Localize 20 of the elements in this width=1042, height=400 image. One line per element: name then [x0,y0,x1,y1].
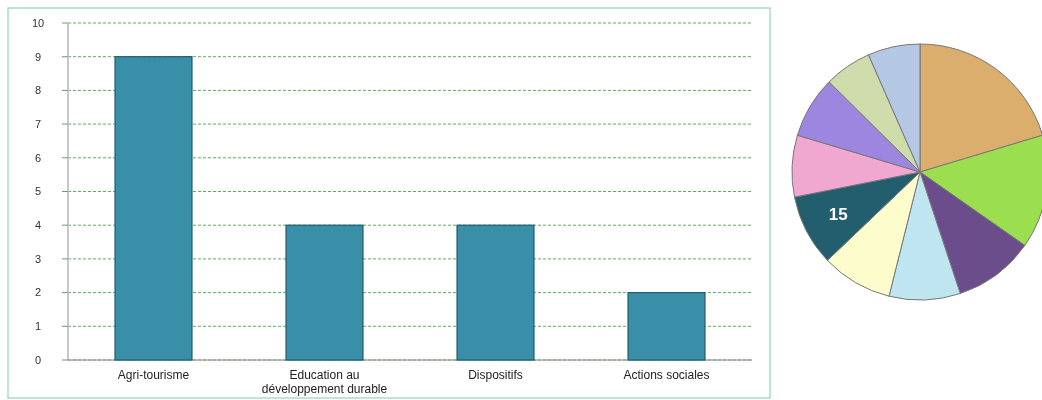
y-tick-label: 10 [31,16,45,29]
y-tick-label: 5 [34,185,42,198]
x-tick-label: Agri-tourisme [117,368,190,382]
x-tick-label: Education au développement durable [261,368,388,396]
bar [627,292,706,361]
x-tick-label: Dispositifs [468,368,523,382]
y-tick-label: 8 [34,84,42,97]
y-tick-label: 4 [34,219,42,232]
y-tick-label: 3 [34,252,42,265]
y-tick-label: 9 [34,50,42,63]
y-tick-label: 7 [34,117,42,130]
bar [285,224,364,361]
y-tick-label: 1 [34,320,42,333]
bar [456,224,535,361]
x-tick-label: Actions sociales [623,368,710,382]
y-tick-label: 2 [34,286,42,299]
y-tick-label: 6 [34,151,42,164]
bar [114,56,193,361]
data-label: 15 [828,205,848,225]
y-tick-label: 0 [34,353,42,366]
